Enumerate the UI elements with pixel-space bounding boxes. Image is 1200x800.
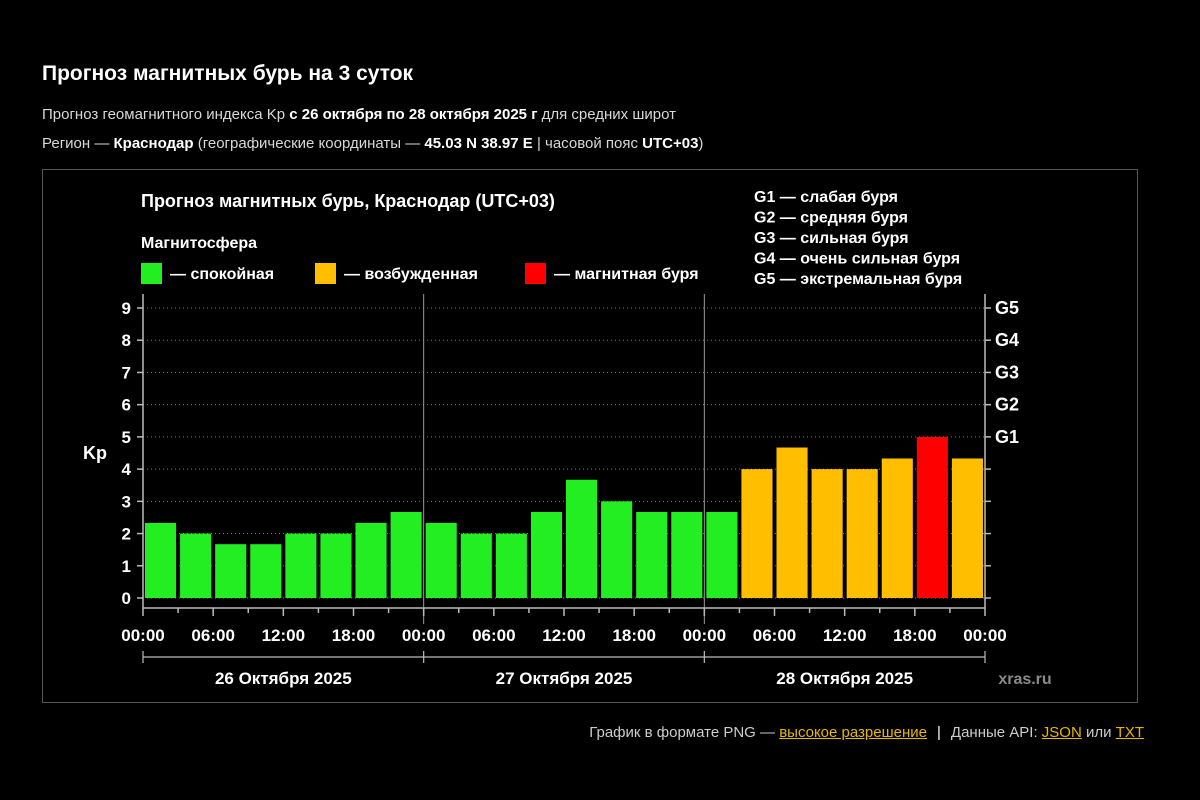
json-link[interactable]: JSON [1041, 724, 1082, 741]
storm-scale-item: G5 — экстремальная буря [754, 271, 962, 288]
kp-bar [636, 511, 668, 598]
page-title: Прогноз магнитных бурь на 3 суток [42, 62, 414, 85]
region-name: Краснодар [113, 135, 194, 152]
region-prefix: Регион — [42, 135, 114, 152]
storm-level-label: G4 [995, 330, 1019, 350]
storm-scale-item: G3 — сильная буря [754, 230, 909, 247]
axes [137, 294, 991, 663]
footer: График в формате PNG — высокое разрешени… [589, 724, 1144, 741]
api-text: Данные API: [950, 724, 1042, 741]
y-tick-label: 8 [122, 331, 131, 350]
legend-label: — возбужденная [344, 266, 478, 283]
kp-bar [741, 469, 773, 598]
date-range: с 26 октября по 28 октября 2025 г [289, 106, 538, 123]
x-tick-label: 18:00 [893, 626, 936, 645]
kp-bar [460, 533, 492, 598]
legend-label: — спокойная [170, 266, 274, 283]
x-tick-label: 12:00 [262, 626, 305, 645]
storm-level-label: G1 [995, 427, 1019, 447]
x-tick-label: 00:00 [963, 626, 1006, 645]
storm-scale-item: G4 — очень сильная буря [754, 251, 960, 268]
day-label: 26 Октября 2025 [215, 669, 352, 688]
y-tick-label: 4 [122, 460, 132, 479]
kp-bar [951, 458, 983, 598]
x-tick-label: 06:00 [472, 626, 515, 645]
kp-bar [811, 469, 843, 598]
legend-swatch [315, 263, 336, 284]
coords-prefix: (географические координаты — [193, 135, 425, 152]
legend-title: Магнитосфера [141, 235, 257, 252]
x-tick-label: 18:00 [332, 626, 375, 645]
x-tick-label: 00:00 [683, 626, 726, 645]
kp-bar [495, 533, 527, 598]
y-axis-label: Kp [83, 443, 107, 463]
y-tick-label: 7 [122, 363, 131, 382]
chart-frame: 0 1 2 3 4 5 6 7 8 9 Kp G1 G2 G3 G4 G5 00:00 06:00 12:00 18:… [42, 169, 1138, 703]
timezone-value: UTC+03 [642, 135, 699, 152]
watermark: xras.ru [998, 671, 1051, 688]
kp-bar [916, 436, 948, 598]
kp-bar [530, 511, 562, 598]
region-info: Регион — Краснодар (географические коорд… [42, 135, 703, 152]
description-suffix: для средних широт [537, 106, 676, 123]
kp-bar [390, 511, 422, 598]
storm-level-label: G3 [995, 362, 1019, 382]
storm-scale-item: G1 — слабая буря [754, 189, 898, 206]
x-tick-label: 18:00 [612, 626, 655, 645]
y-tick-label: 2 [122, 525, 131, 544]
legend-label: — магнитная буря [554, 266, 699, 283]
kp-forecast-chart: 0 1 2 3 4 5 6 7 8 9 Kp G1 G2 G3 G4 G5 00:00 06:00 12:00 18:… [83, 189, 1052, 688]
coordinates: 45.03 N 38.97 E [424, 135, 533, 152]
region-suffix: ) [698, 135, 704, 152]
kp-bar [180, 533, 212, 598]
storm-level-label: G5 [995, 298, 1019, 318]
kp-bar [285, 533, 317, 598]
day-label: 28 Октября 2025 [776, 669, 913, 688]
x-tick-label: 12:00 [823, 626, 866, 645]
x-tick-label: 00:00 [402, 626, 445, 645]
kp-bar [846, 469, 878, 598]
kp-bar [215, 544, 247, 598]
x-tick-label: 12:00 [542, 626, 585, 645]
kp-bar [706, 511, 738, 598]
kp-bar [320, 533, 352, 598]
y-tick-label: 0 [122, 589, 131, 608]
legend-swatch [141, 263, 162, 284]
y-tick-label: 1 [122, 557, 131, 576]
kp-bar [776, 447, 808, 598]
kp-bar [566, 479, 598, 598]
kp-bar [355, 522, 387, 598]
y-tick-label: 6 [122, 396, 131, 415]
y-tick-label: 9 [122, 299, 131, 318]
footer-separator: | [937, 724, 941, 741]
description-prefix: Прогноз геомагнитного индекса Kp [42, 106, 290, 123]
kp-bar [881, 458, 913, 598]
chart-title: Прогноз магнитных бурь, Краснодар (UTC+0… [141, 191, 555, 211]
x-tick-label: 06:00 [191, 626, 234, 645]
txt-link[interactable]: TXT [1115, 724, 1144, 741]
forecast-description: Прогноз геомагнитного индекса Kp с 26 ок… [42, 106, 676, 123]
png-text: График в формате PNG — [589, 724, 780, 741]
kp-bar [601, 501, 633, 598]
high-resolution-link[interactable]: высокое разрешение [779, 724, 927, 741]
timezone-label: | часовой пояс [532, 135, 643, 152]
day-label: 27 Октября 2025 [496, 669, 633, 688]
kp-bar [671, 511, 703, 598]
x-tick-label: 00:00 [121, 626, 164, 645]
or-text: или [1081, 724, 1116, 741]
y-tick-label: 5 [122, 428, 131, 447]
kp-bar [425, 522, 457, 598]
x-tick-label: 06:00 [753, 626, 796, 645]
storm-scale-item: G2 — средняя буря [754, 210, 908, 227]
y-tick-label: 3 [122, 492, 131, 511]
kp-bar [145, 522, 177, 598]
chart-labels: 0 1 2 3 4 5 6 7 8 9 Kp G1 G2 G3 G4 G5 00:00 06:00 12:00 18:… [83, 189, 1052, 688]
legend-swatch [525, 263, 546, 284]
kp-bar [250, 544, 282, 598]
storm-level-label: G2 [995, 395, 1019, 415]
grid-lines [143, 294, 985, 624]
kp-bars [145, 436, 983, 598]
